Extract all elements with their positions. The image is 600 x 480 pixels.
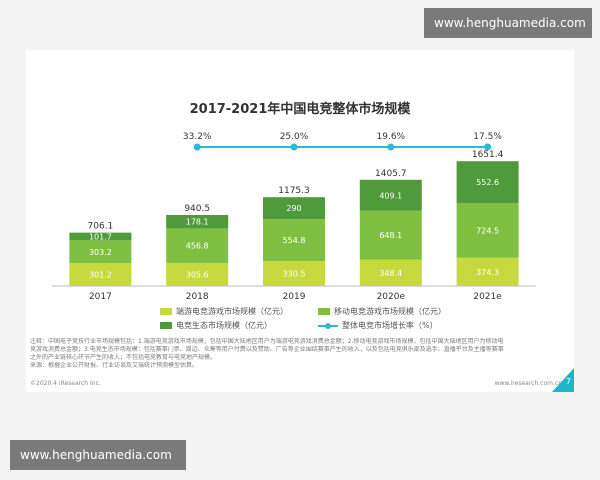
chart-legend: 端游电竞游戏市场规模（亿元） 移动电竞游戏市场规模（亿元） 电竞生态市场规模（亿… [160, 302, 480, 332]
legend-swatch-ecosystem [160, 322, 172, 329]
legend-swatch-pc [160, 308, 172, 315]
legend-item-mobile: 移动电竞游戏市场规模（亿元） [318, 306, 446, 317]
legend-line-growth [318, 322, 338, 329]
bar-value-label: 552.6 [476, 178, 499, 187]
chart-title: 2017-2021年中国电竞整体市场规模 [189, 102, 411, 117]
bar-value-label: 178.1 [186, 218, 209, 227]
legend-swatch-mobile [318, 308, 330, 315]
category-tick-label: 2017 [89, 292, 112, 300]
legend-item-ecosystem: 电竞生态市场规模（亿元） [160, 320, 272, 331]
legend-label-mobile: 移动电竞游戏市场规模（亿元） [334, 307, 446, 316]
note-line: 竞游戏消费总金额；3.电竞生态市场规模：包括赛事门票、周边、众筹等用户付费以及赞… [30, 346, 504, 353]
category-tick-label: 2021e [473, 292, 502, 300]
category-tick-label: 2020e [377, 292, 406, 300]
bar-segment [69, 232, 132, 241]
legend-label-ecosystem: 电竞生态市场规模（亿元） [176, 321, 272, 330]
bar-value-label: 348.4 [379, 269, 402, 278]
growth-value-label: 17.5% [473, 132, 502, 142]
bar-value-label: 456.8 [186, 242, 209, 251]
bar-segment [69, 263, 132, 286]
growth-value-label: 25.0% [280, 132, 309, 142]
category-tick-label: 2018 [186, 292, 209, 300]
bar-segment [456, 161, 519, 203]
total-value-label: 706.1 [88, 222, 114, 232]
total-value-label: 1175.3 [278, 186, 310, 196]
growth-point [484, 143, 492, 151]
bar-value-label: 374.3 [476, 268, 499, 277]
bar-value-label: 409.1 [379, 191, 402, 200]
bar-value-label: 554.8 [283, 236, 306, 245]
growth-value-label: 33.2% [183, 132, 212, 142]
page-number: 7 [565, 377, 571, 386]
bar-value-label: 303.2 [89, 248, 112, 257]
bar-value-label: 724.5 [476, 226, 499, 235]
watermark-top: www.henghuamedia.com [424, 8, 592, 38]
bar-value-label: 301.2 [89, 271, 112, 280]
total-value-label: 940.5 [184, 204, 210, 214]
bar-value-label: 305.6 [186, 270, 209, 279]
category-tick-label: 2019 [283, 292, 306, 300]
note-line: 来源：根据企业公开财报、行业访谈及艾瑞统计预测模型估算。 [30, 362, 199, 369]
bar-value-label: 290 [286, 204, 301, 213]
bar-segment [456, 202, 519, 258]
bar-segment [359, 259, 422, 286]
bar-value-label: 648.1 [379, 231, 402, 240]
bar-segment [166, 262, 229, 286]
bar-segment [166, 228, 229, 263]
bar-segment [69, 240, 132, 264]
bar-segment [166, 214, 229, 229]
growth-point [290, 143, 298, 151]
bar-segment [263, 219, 325, 262]
copyright-text: ©2020.4 iResearch Inc. [30, 380, 101, 387]
legend-item-pc: 端游电竞游戏市场规模（亿元） [160, 306, 288, 317]
total-value-label: 1651.4 [472, 150, 504, 160]
bar-value-label: 101.7 [89, 232, 112, 241]
total-value-label: 1405.7 [375, 169, 407, 179]
note-line: 之外的产业链核心环节产生的收入；不包括电竞教育与电竞地产规模。 [30, 354, 217, 361]
note-line: 注释：中国电子竞技行业市场规模包括：1.端游电竞游戏市场规模，包括中国大陆地区用… [30, 338, 504, 345]
legend-item-growth: 整体电竞市场增长率（%） [318, 320, 438, 331]
growth-point [193, 143, 201, 151]
report-slide: 2017-2021年中国电竞整体市场规模 301.2 303.2 101.7 706.… [26, 50, 574, 392]
growth-value-label: 19.6% [377, 132, 406, 142]
chart-note: 注释：中国电子竞技行业市场规模包括：1.端游电竞游戏市场规模，包括中国大陆地区用… [30, 338, 566, 370]
legend-label-growth: 整体电竞市场增长率（%） [342, 321, 438, 330]
bar-segment [263, 197, 325, 220]
bar-segment [359, 210, 422, 260]
footer-url: www.iresearch.com.cn [494, 380, 562, 387]
watermark-bottom: www.henghuamedia.com [10, 440, 186, 470]
bar-value-label: 330.5 [283, 270, 306, 279]
legend-label-pc: 端游电竞游戏市场规模（亿元） [176, 307, 288, 316]
bar-segment [263, 261, 325, 286]
growth-point [387, 143, 395, 151]
bar-segment [359, 179, 422, 211]
bar-segment [456, 257, 519, 286]
